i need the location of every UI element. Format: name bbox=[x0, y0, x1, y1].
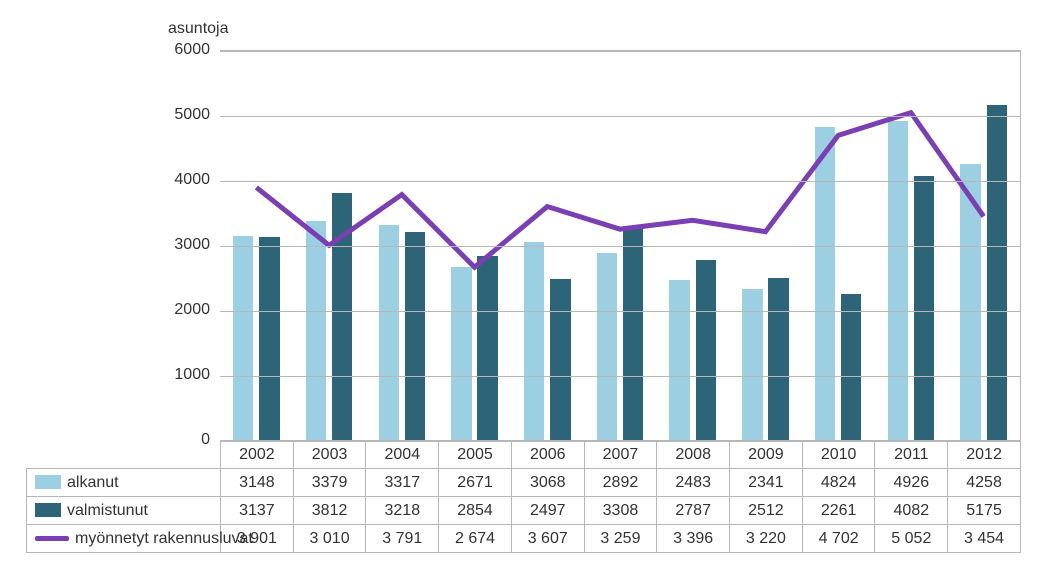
data-cell: 4 702 bbox=[802, 525, 875, 553]
data-cell: 3148 bbox=[221, 469, 294, 497]
legend-label: myönnetyt rakennusluvat bbox=[75, 530, 253, 547]
gridline bbox=[220, 51, 1020, 52]
y-tick-label: 3000 bbox=[160, 236, 210, 254]
data-cell: 3 396 bbox=[657, 525, 730, 553]
gridline bbox=[220, 181, 1020, 182]
legend-mark-box-icon bbox=[35, 503, 61, 517]
category-header: 2012 bbox=[948, 441, 1021, 469]
y-axis-title: asuntoja bbox=[168, 20, 229, 38]
table-corner-blank bbox=[27, 441, 221, 469]
category-header: 2007 bbox=[584, 441, 657, 469]
category-header: 2004 bbox=[366, 441, 439, 469]
data-cell: 3068 bbox=[511, 469, 584, 497]
data-cell: 3308 bbox=[584, 497, 657, 525]
category-header: 2010 bbox=[802, 441, 875, 469]
legend-mark-line-icon bbox=[35, 536, 69, 541]
legend-label: alkanut bbox=[67, 474, 119, 491]
legend-cell-luvat: myönnetyt rakennusluvat bbox=[27, 525, 221, 553]
data-cell: 3 010 bbox=[293, 525, 366, 553]
category-header: 2003 bbox=[293, 441, 366, 469]
legend-cell-valmistunut: valmistunut bbox=[27, 497, 221, 525]
data-cell: 4258 bbox=[948, 469, 1021, 497]
data-cell: 2497 bbox=[511, 497, 584, 525]
category-header: 2002 bbox=[221, 441, 294, 469]
data-cell: 2483 bbox=[657, 469, 730, 497]
category-header: 2006 bbox=[511, 441, 584, 469]
data-cell: 3 454 bbox=[948, 525, 1021, 553]
data-cell: 3317 bbox=[366, 469, 439, 497]
data-cell: 3 220 bbox=[730, 525, 803, 553]
data-cell: 2892 bbox=[584, 469, 657, 497]
data-cell: 3812 bbox=[293, 497, 366, 525]
series-line-luvat bbox=[256, 113, 983, 268]
data-cell: 4082 bbox=[875, 497, 948, 525]
data-cell: 4824 bbox=[802, 469, 875, 497]
data-cell: 2854 bbox=[439, 497, 512, 525]
data-cell: 5175 bbox=[948, 497, 1021, 525]
data-cell: 2261 bbox=[802, 497, 875, 525]
legend-mark-box-icon bbox=[35, 475, 61, 489]
data-cell: 5 052 bbox=[875, 525, 948, 553]
y-tick-label: 1000 bbox=[160, 366, 210, 384]
y-tick-label: 2000 bbox=[160, 301, 210, 319]
table-row: valmistunut31373812321828542497330827872… bbox=[27, 497, 1021, 525]
category-header: 2008 bbox=[657, 441, 730, 469]
data-cell: 3379 bbox=[293, 469, 366, 497]
legend-label: valmistunut bbox=[67, 502, 148, 519]
category-header: 2011 bbox=[875, 441, 948, 469]
category-header: 2009 bbox=[730, 441, 803, 469]
data-cell: 3137 bbox=[221, 497, 294, 525]
data-cell: 3 259 bbox=[584, 525, 657, 553]
category-header: 2005 bbox=[439, 441, 512, 469]
data-cell: 3 607 bbox=[511, 525, 584, 553]
gridline bbox=[220, 116, 1020, 117]
y-tick-label: 4000 bbox=[160, 171, 210, 189]
table-row: alkanut314833793317267130682892248323414… bbox=[27, 469, 1021, 497]
data-table: 2002200320042005200620072008200920102011… bbox=[26, 440, 1021, 553]
data-cell: 2341 bbox=[730, 469, 803, 497]
data-cell: 2512 bbox=[730, 497, 803, 525]
data-cell: 2671 bbox=[439, 469, 512, 497]
gridline bbox=[220, 246, 1020, 247]
data-cell: 2787 bbox=[657, 497, 730, 525]
gridline bbox=[220, 376, 1020, 377]
plot-area bbox=[220, 50, 1021, 441]
legend-cell-alkanut: alkanut bbox=[27, 469, 221, 497]
data-cell: 3218 bbox=[366, 497, 439, 525]
table-row: myönnetyt rakennusluvat3 9013 0103 7912 … bbox=[27, 525, 1021, 553]
y-tick-label: 5000 bbox=[160, 106, 210, 124]
y-tick-label: 6000 bbox=[160, 41, 210, 59]
data-cell: 4926 bbox=[875, 469, 948, 497]
gridline bbox=[220, 311, 1020, 312]
data-cell: 2 674 bbox=[439, 525, 512, 553]
chart-container: asuntoja 0100020003000400050006000 20022… bbox=[0, 0, 1039, 577]
data-cell: 3 791 bbox=[366, 525, 439, 553]
table-header-row: 2002200320042005200620072008200920102011… bbox=[27, 441, 1021, 469]
